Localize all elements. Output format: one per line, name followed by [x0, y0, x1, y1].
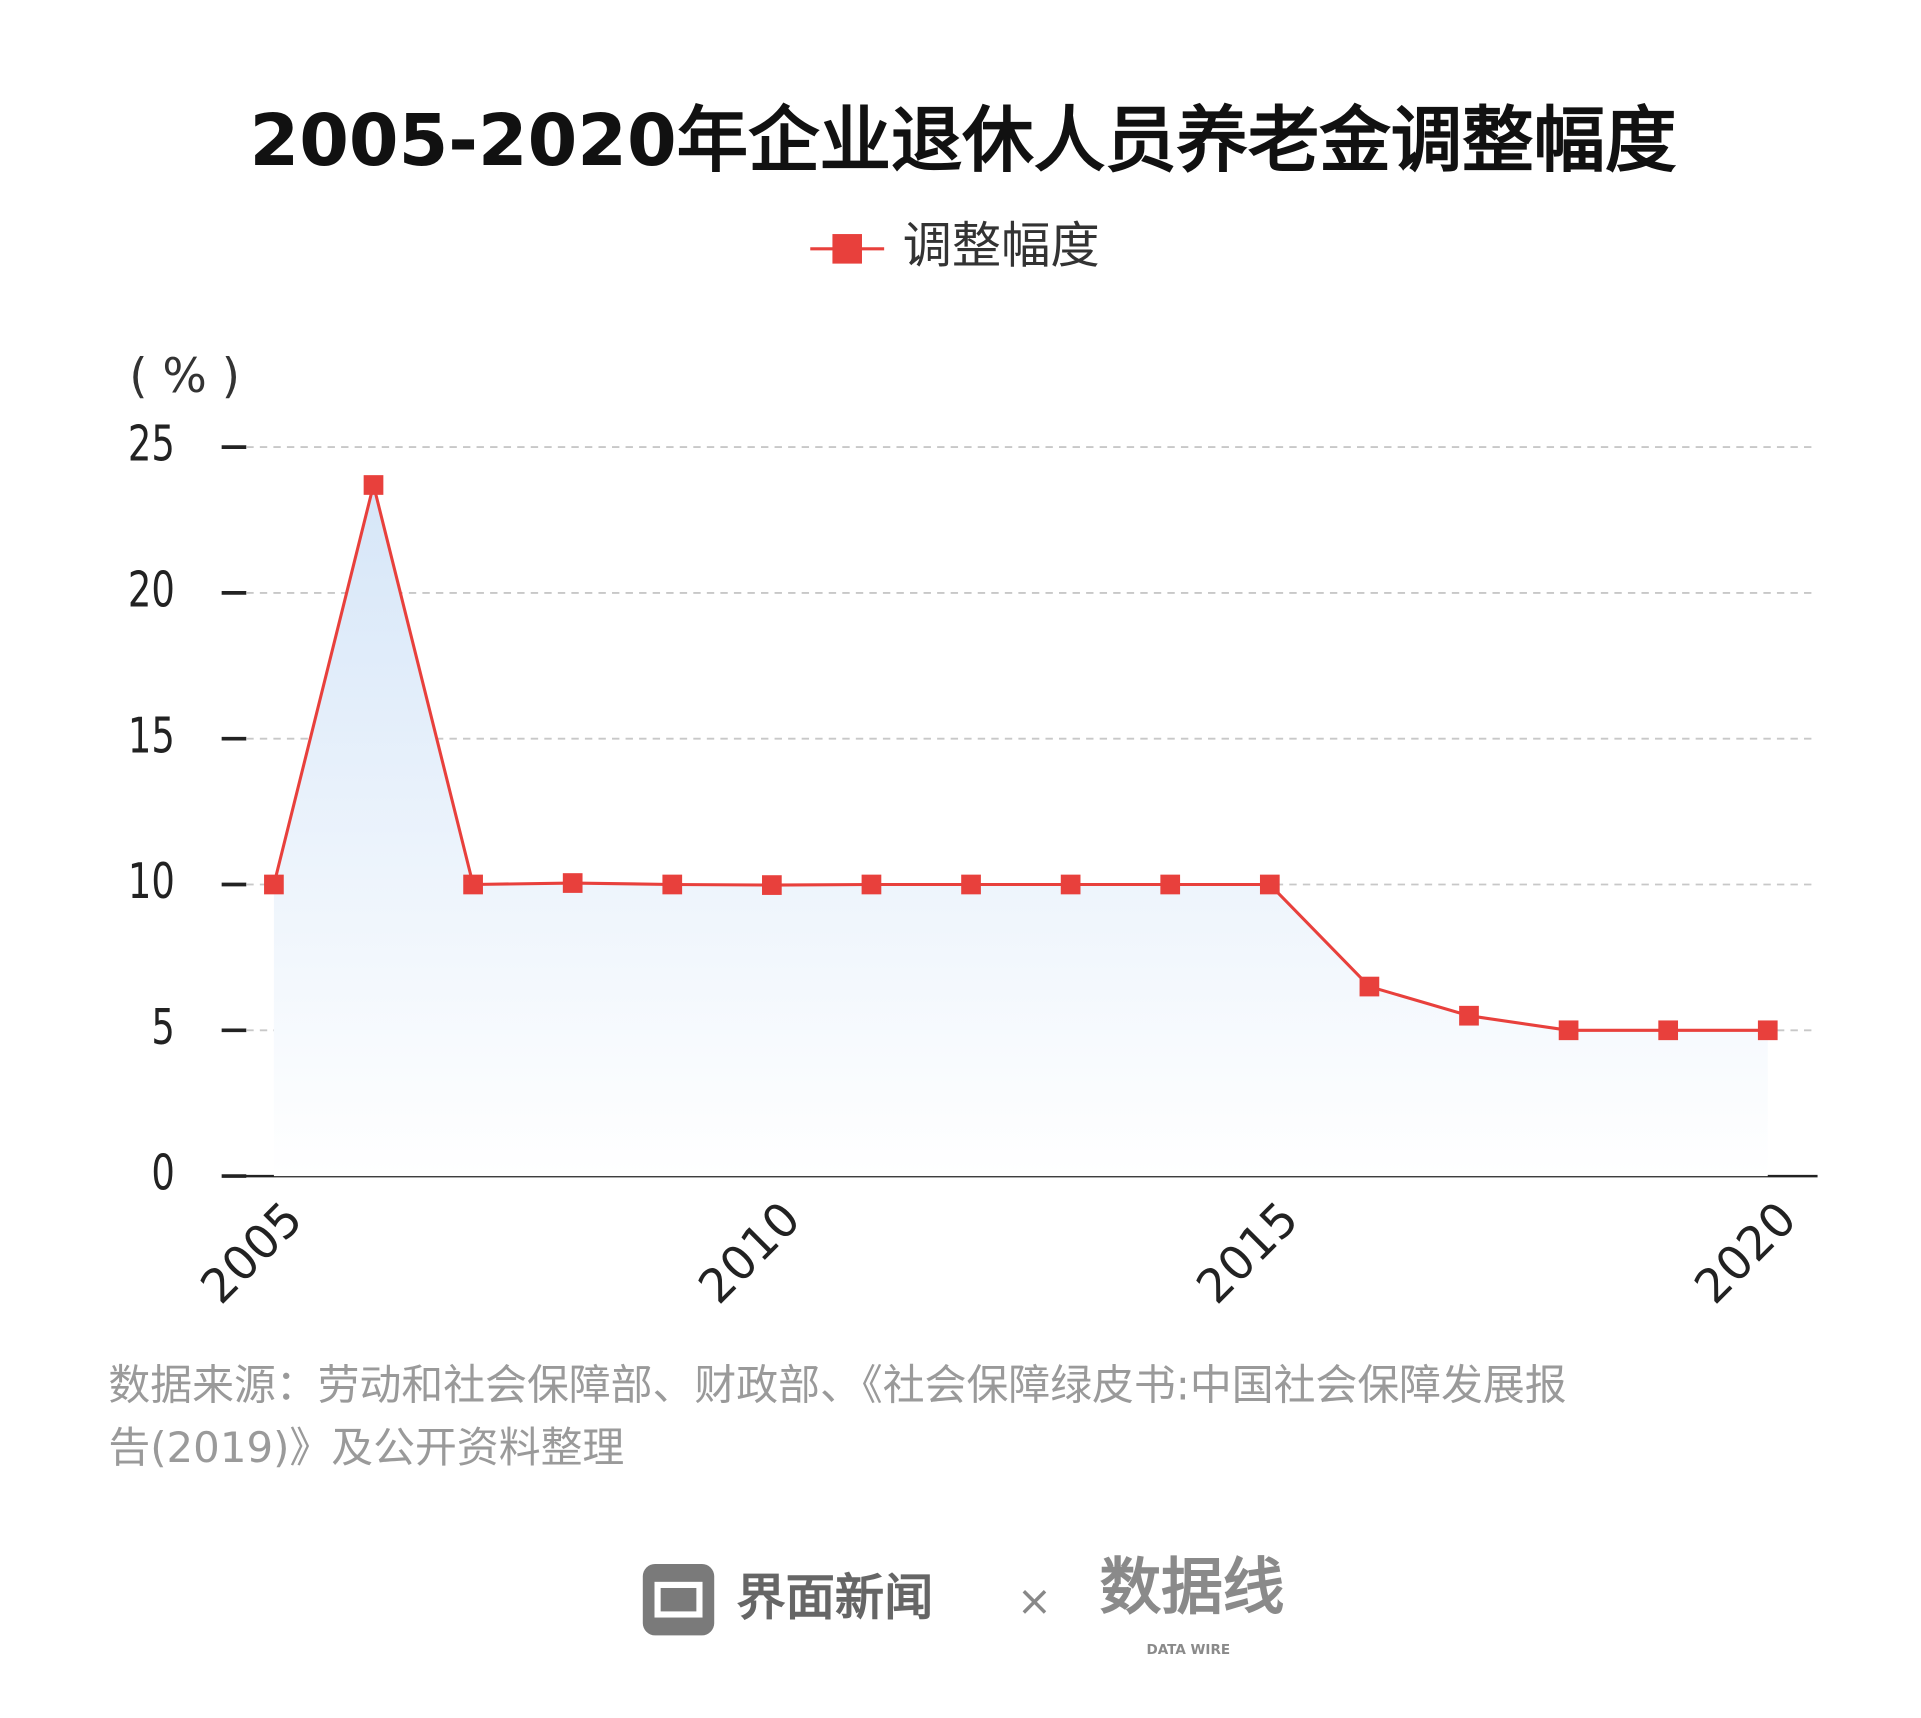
brand: 界面新闻: [736, 1568, 933, 1626]
marker: [1459, 1005, 1479, 1026]
marker: [1259, 874, 1280, 895]
marker: [961, 874, 981, 895]
y-axis-label: ( % ): [129, 350, 240, 404]
source-note: 数据来源：劳动和社会保障部、财政部、《社会保障绿皮书:中国社会保障发展报: [108, 1360, 1566, 1409]
line: [272, 484, 1768, 1032]
y-tick-label: 0: [151, 1146, 174, 1203]
source-note: 告(2019)》及公开资料整理: [108, 1423, 624, 1472]
x-tick-label: 2015: [1187, 1192, 1309, 1314]
marker: [562, 873, 583, 893]
marker: [861, 874, 882, 895]
partner-sub: DATA WIRE: [1146, 1642, 1230, 1658]
footer: 界面新闻 × 数据线 DATA WIRE: [642, 1551, 1285, 1658]
marker: [363, 475, 384, 495]
marker: [1060, 874, 1081, 895]
y-tick-label: 10: [128, 854, 175, 911]
partner: 数据线: [1100, 1551, 1285, 1623]
y-tick-label: 20: [128, 562, 175, 619]
y-tick-label: 15: [128, 708, 175, 765]
legend-label: 调整幅度: [903, 216, 1100, 274]
marker: [1558, 1020, 1579, 1041]
x-tick-label: 2005: [191, 1192, 313, 1314]
x-tick-label: 2010: [689, 1192, 811, 1314]
y-tick-label: 5: [151, 1000, 174, 1057]
marker: [1757, 1020, 1778, 1041]
marker: [1160, 874, 1181, 895]
marker: [463, 874, 483, 895]
marker: [662, 874, 683, 895]
x-tick-label: 2020: [1685, 1192, 1807, 1314]
y-tick-label: 25: [128, 417, 175, 474]
area: [273, 485, 1768, 1177]
marker: [1359, 976, 1380, 997]
times: ×: [1017, 1576, 1052, 1625]
brand-icon-inner: [654, 1581, 703, 1618]
brand-icon: [642, 1563, 715, 1636]
marker: [762, 875, 782, 895]
legend-marker: [832, 234, 862, 264]
chart-title: 2005-2020年企业退休人员养老金调整幅度: [250, 99, 1677, 182]
marker: [264, 874, 284, 895]
marker: [1658, 1020, 1679, 1041]
